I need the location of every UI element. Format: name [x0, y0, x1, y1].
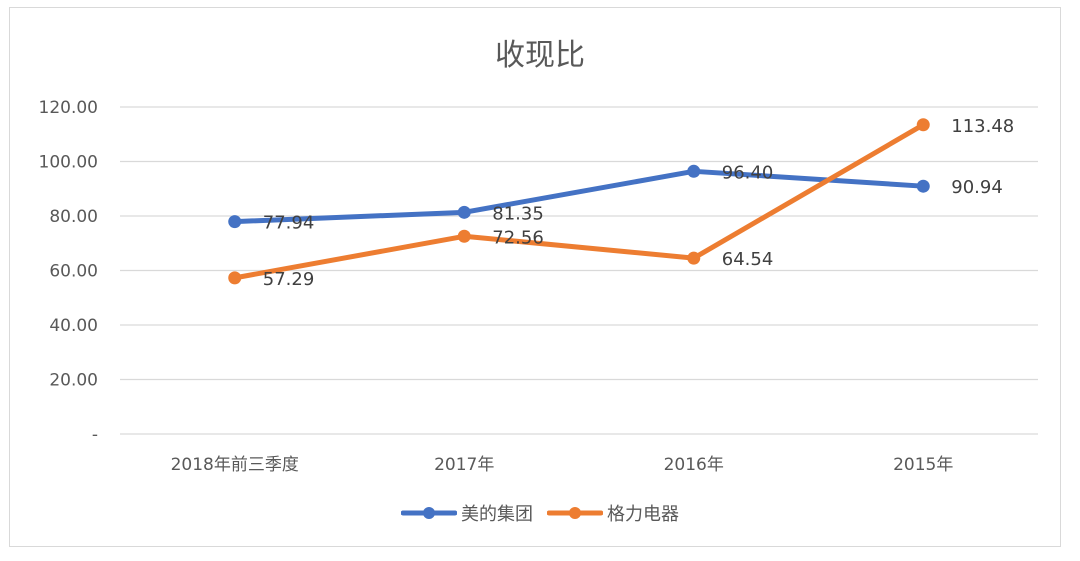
- data-point-marker: [228, 215, 242, 229]
- y-tick-label: 60.00: [49, 262, 98, 282]
- y-tick-label: 20.00: [49, 371, 98, 391]
- x-tick-label: 2017年: [434, 455, 494, 475]
- x-tick-label: 2016年: [664, 455, 724, 475]
- chart-legend: 美的集团 格力电器: [0, 500, 1080, 526]
- legend-label: 美的集团: [461, 504, 533, 525]
- data-point-marker: [228, 271, 242, 285]
- data-point-marker: [457, 229, 471, 243]
- data-point-marker: [687, 251, 701, 265]
- data-label: 64.54: [722, 249, 774, 270]
- data-label: 96.40: [722, 162, 774, 183]
- data-point-marker: [916, 179, 930, 193]
- legend-item-gree: 格力电器: [547, 500, 679, 526]
- chart-frame: [9, 7, 1061, 547]
- legend-line-marker-icon: [547, 507, 603, 519]
- legend-item-midea: 美的集团: [401, 500, 533, 526]
- x-tick-label: 2015年: [893, 455, 953, 475]
- data-label: 81.35: [492, 203, 544, 224]
- data-point-marker: [687, 164, 701, 178]
- y-tick-label: -: [92, 425, 98, 445]
- data-label: 113.48: [951, 116, 1014, 137]
- data-label: 77.94: [263, 213, 315, 234]
- series-line: [232, 168, 926, 225]
- y-tick-label: 40.00: [49, 316, 98, 336]
- series-line: [232, 122, 926, 281]
- data-label: 72.56: [492, 227, 544, 248]
- legend-line-marker-icon: [401, 507, 457, 519]
- data-label: 90.94: [951, 177, 1003, 198]
- x-tick-label: 2018年前三季度: [171, 455, 299, 475]
- chart-title: 收现比: [495, 38, 585, 73]
- y-tick-label: 120.00: [39, 98, 98, 118]
- legend-label: 格力电器: [607, 504, 679, 525]
- y-tick-label: 100.00: [39, 153, 98, 173]
- y-tick-label: 80.00: [49, 207, 98, 227]
- data-label: 57.29: [263, 269, 315, 290]
- data-point-marker: [916, 118, 930, 132]
- data-point-marker: [457, 205, 471, 219]
